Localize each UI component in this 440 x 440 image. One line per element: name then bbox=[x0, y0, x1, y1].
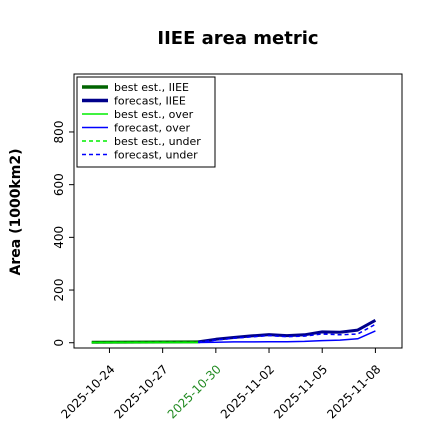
y-tick-label: 400 bbox=[52, 226, 66, 249]
series-layer bbox=[91, 318, 377, 344]
series-line-forecast-over bbox=[198, 330, 376, 344]
x-tick-label: 2025-10-30 bbox=[165, 362, 224, 421]
y-axis-label: Area (1000km2) bbox=[8, 149, 24, 276]
legend-label-forecast-iiee: forecast, IIEE bbox=[114, 95, 186, 108]
series-line-forecast-iiee bbox=[197, 318, 377, 344]
y-tick-label: 0 bbox=[52, 339, 66, 347]
legend-label-best-est-iiee: best est., IIEE bbox=[114, 81, 189, 94]
legend-label-forecast-under: forecast, under bbox=[114, 149, 198, 162]
chart-title: IIEE area metric bbox=[157, 28, 318, 49]
legend-label-best-est-over: best est., over bbox=[114, 108, 194, 121]
legend-label-forecast-over: forecast, over bbox=[114, 122, 190, 135]
x-axis: 2025-10-242025-10-272025-10-302025-11-02… bbox=[58, 348, 384, 421]
x-tick-label: 2025-11-05 bbox=[271, 362, 330, 421]
legend-box bbox=[76, 76, 216, 168]
x-tick-label: 2025-11-02 bbox=[218, 362, 277, 421]
x-tick-label: 2025-11-08 bbox=[324, 362, 383, 421]
plot-frame bbox=[73, 73, 403, 349]
y-tick-label: 200 bbox=[52, 279, 66, 302]
x-tick-label: 2025-10-27 bbox=[112, 362, 171, 421]
y-tick-label: 600 bbox=[52, 173, 66, 196]
y-tick-label: 800 bbox=[52, 121, 66, 144]
legend-label-best-est-under: best est., under bbox=[114, 135, 201, 148]
x-tick-label: 2025-10-24 bbox=[58, 362, 117, 421]
series-line-forecast-under bbox=[198, 323, 376, 343]
y-axis: 0 200 400 600 800 bbox=[52, 121, 74, 347]
